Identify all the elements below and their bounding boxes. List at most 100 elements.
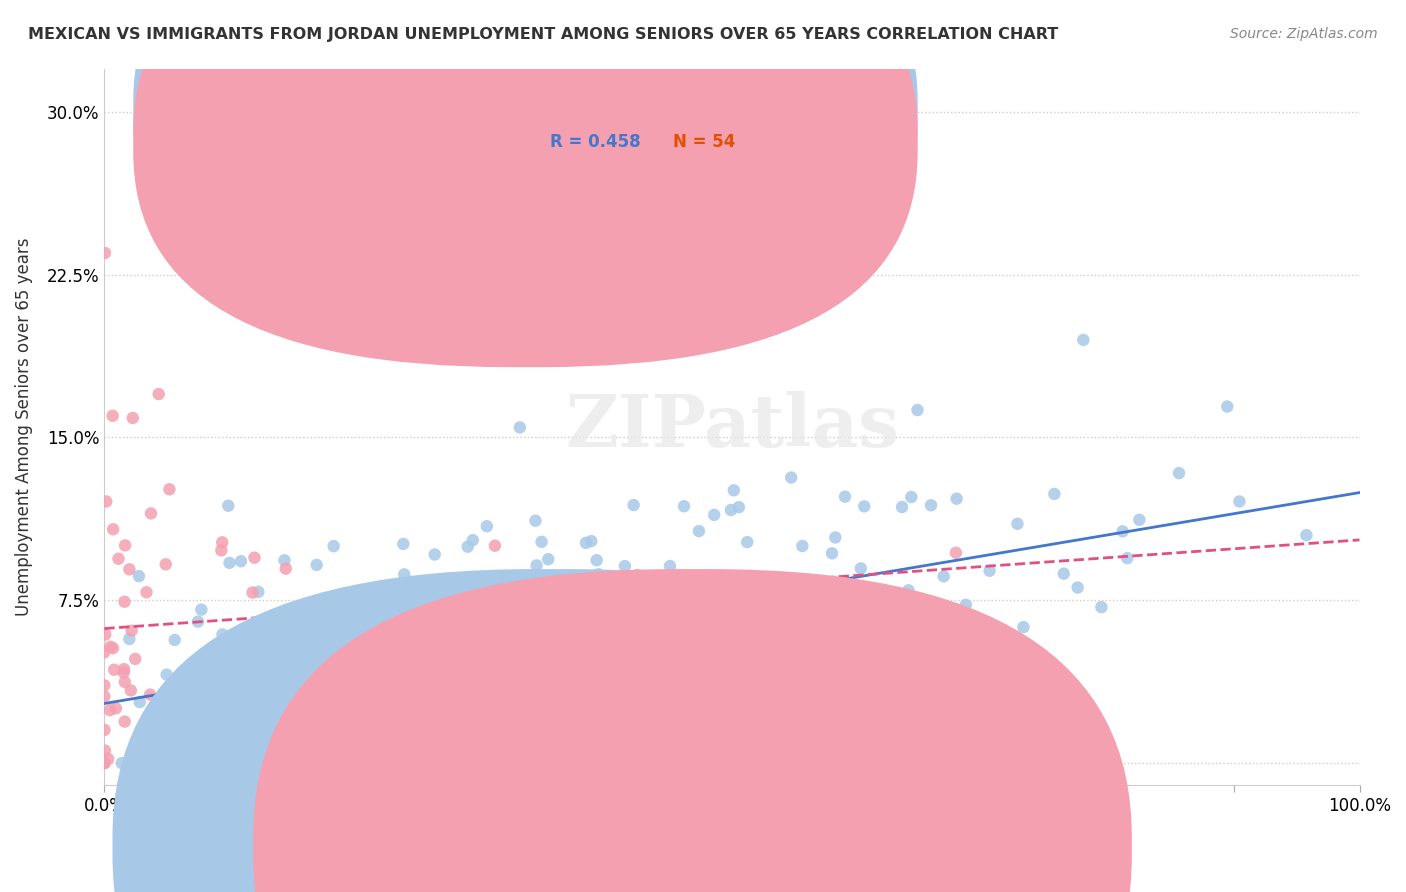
Point: [139, 688, 162, 702]
Point: [703, 508, 725, 522]
Point: [385, 694, 408, 708]
Point: [235, 681, 257, 696]
Point: [103, 663, 125, 677]
Point: [118, 632, 141, 646]
Text: R = 0.458: R = 0.458: [550, 133, 641, 151]
Point: [321, 628, 343, 642]
Point: [484, 539, 506, 553]
Point: [834, 490, 856, 504]
Point: [277, 683, 299, 698]
Point: [101, 641, 124, 656]
Point: [308, 715, 330, 730]
Point: [614, 705, 637, 719]
Point: [821, 546, 844, 560]
Point: [401, 636, 423, 650]
Point: [179, 756, 201, 770]
Point: [499, 756, 522, 770]
Point: [93, 678, 115, 692]
Y-axis label: Unemployment Among Seniors over 65 years: Unemployment Among Seniors over 65 years: [15, 237, 32, 615]
Point: [190, 602, 212, 616]
Point: [100, 640, 122, 654]
Point: [481, 582, 503, 597]
Point: [217, 755, 239, 769]
Point: [94, 246, 117, 260]
Point: [1168, 466, 1191, 480]
Point: [304, 665, 326, 680]
Point: [388, 585, 411, 599]
Point: [96, 494, 118, 508]
Point: [229, 554, 252, 568]
Point: [626, 568, 648, 582]
Point: [382, 756, 405, 770]
Point: [461, 533, 484, 548]
Text: ZIPatlas: ZIPatlas: [565, 391, 898, 462]
Point: [135, 756, 157, 770]
Point: [659, 559, 682, 574]
Point: [214, 696, 236, 710]
Point: [271, 630, 294, 644]
Point: [520, 591, 543, 606]
Point: [121, 411, 143, 425]
Point: [353, 717, 375, 731]
Point: [101, 409, 124, 423]
Point: [457, 540, 479, 554]
Point: [426, 580, 449, 594]
Point: [93, 756, 115, 770]
Point: [155, 667, 177, 681]
FancyBboxPatch shape: [134, 0, 918, 337]
Point: [592, 756, 614, 770]
Point: [120, 683, 142, 698]
Point: [920, 498, 942, 512]
Point: [1066, 581, 1088, 595]
Point: [470, 680, 492, 694]
Point: [1012, 620, 1035, 634]
Point: [214, 661, 236, 675]
Point: [94, 627, 117, 641]
Text: Source: ZipAtlas.com: Source: ZipAtlas.com: [1230, 27, 1378, 41]
Point: [218, 691, 240, 706]
Point: [530, 534, 553, 549]
Point: [114, 675, 136, 690]
Point: [617, 756, 640, 770]
Point: [224, 634, 246, 648]
Point: [509, 420, 531, 434]
Point: [155, 558, 177, 572]
Point: [585, 553, 607, 567]
Point: [354, 652, 377, 666]
Point: [513, 582, 536, 597]
Point: [163, 632, 186, 647]
Point: [427, 709, 450, 723]
Point: [804, 723, 827, 737]
Point: [93, 723, 115, 737]
Point: [104, 701, 127, 715]
Point: [269, 663, 291, 677]
Point: [322, 539, 344, 553]
Point: [218, 556, 240, 570]
Point: [470, 653, 492, 667]
Point: [478, 667, 501, 681]
Point: [671, 602, 693, 616]
Point: [859, 615, 882, 630]
Point: [526, 558, 548, 573]
Point: [93, 690, 115, 704]
Point: [799, 580, 821, 594]
Point: [295, 611, 318, 625]
Point: [184, 724, 207, 739]
Point: [1295, 528, 1317, 542]
Point: [778, 703, 800, 717]
Text: N = 54: N = 54: [673, 133, 735, 151]
Point: [620, 588, 643, 602]
Point: [292, 714, 315, 729]
Point: [304, 652, 326, 666]
Point: [395, 622, 418, 636]
Point: [94, 743, 117, 757]
Point: [666, 590, 689, 604]
Point: [363, 688, 385, 702]
Point: [423, 548, 446, 562]
Point: [242, 585, 264, 599]
Point: [107, 551, 129, 566]
Point: [112, 662, 135, 676]
Point: [93, 645, 115, 659]
Point: [872, 756, 894, 770]
Point: [316, 662, 339, 676]
